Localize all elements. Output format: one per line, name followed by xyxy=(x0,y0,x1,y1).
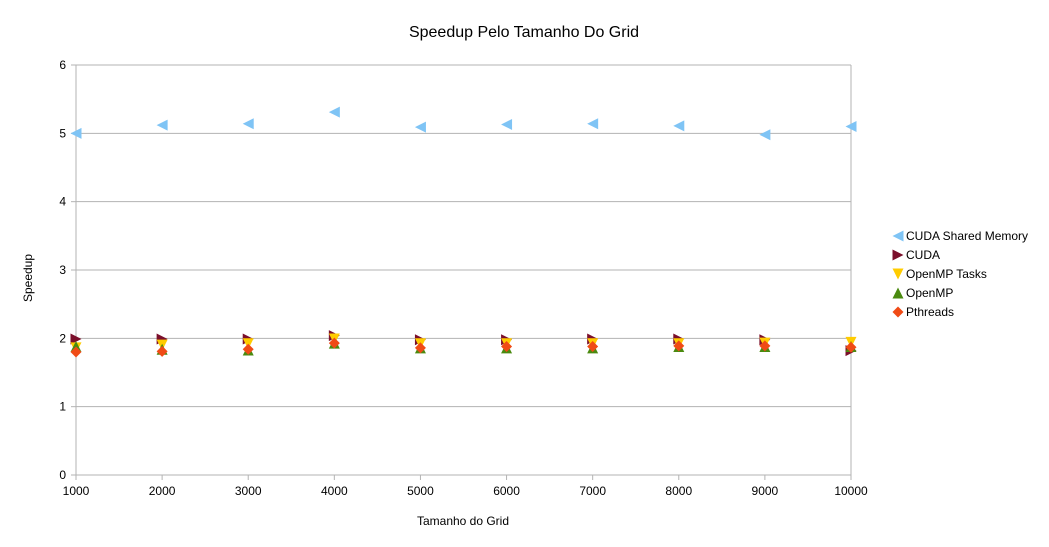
point-cuda-shared-memory xyxy=(587,118,599,130)
y-tick-label: 5 xyxy=(59,126,66,140)
point-pthreads xyxy=(587,341,599,353)
x-tick-label: 2000 xyxy=(149,484,176,498)
x-tick-label: 9000 xyxy=(752,484,779,498)
point-cuda-shared-memory xyxy=(70,127,82,139)
point-pthreads xyxy=(673,340,685,352)
x-tick-label: 5000 xyxy=(407,484,434,498)
point-cuda-shared-memory xyxy=(673,120,685,132)
legend-label-cuda-shared-memory: CUDA Shared Memory xyxy=(906,229,1028,243)
x-tick-label: 7000 xyxy=(579,484,606,498)
x-tick-label: 6000 xyxy=(493,484,520,498)
point-pthreads xyxy=(759,340,771,352)
y-tick-label: 4 xyxy=(59,195,66,209)
x-tick-label: 3000 xyxy=(235,484,262,498)
legend-marker-cuda xyxy=(892,249,904,261)
legend-marker-cuda-shared-memory xyxy=(892,230,904,242)
y-tick-labels: 0 1 2 3 4 5 6 xyxy=(59,58,66,482)
point-pthreads xyxy=(501,341,513,353)
point-cuda-shared-memory xyxy=(242,118,254,130)
x-tick-label: 8000 xyxy=(665,484,692,498)
point-cuda-shared-memory xyxy=(156,119,168,131)
y-tick-label: 3 xyxy=(59,263,66,277)
legend: CUDA Shared Memory CUDA OpenMP Tasks OpenMP… xyxy=(892,229,1028,319)
point-pthreads xyxy=(845,341,857,353)
y-tick-label: 2 xyxy=(59,331,66,345)
point-pthreads xyxy=(156,345,168,357)
legend-marker-pthreads xyxy=(892,306,904,318)
x-tick-label: 10000 xyxy=(834,484,868,498)
gridlines xyxy=(76,64,851,476)
y-tick-label: 6 xyxy=(59,58,66,72)
data-points xyxy=(70,106,857,358)
point-pthreads xyxy=(70,346,82,358)
y-axis-label: Speedup xyxy=(21,254,35,302)
x-axis-label: Tamanho do Grid xyxy=(417,514,509,528)
point-cuda-shared-memory xyxy=(845,121,857,132)
x-tick-label: 4000 xyxy=(321,484,348,498)
point-cuda-shared-memory xyxy=(759,129,771,141)
legend-marker-openmp-tasks xyxy=(892,268,904,280)
legend-label-cuda: CUDA xyxy=(906,248,940,262)
legend-marker-openmp xyxy=(892,287,904,299)
axes xyxy=(71,64,852,480)
point-pthreads xyxy=(414,342,426,354)
legend-label-openmp-tasks: OpenMP Tasks xyxy=(906,267,987,281)
point-pthreads xyxy=(328,337,340,349)
y-tick-label: 1 xyxy=(59,400,66,414)
legend-label-pthreads: Pthreads xyxy=(906,305,954,319)
point-cuda-shared-memory xyxy=(501,118,513,130)
x-tick-label: 1000 xyxy=(63,484,90,498)
chart-title: Speedup Pelo Tamanho Do Grid xyxy=(409,24,639,41)
x-tick-labels: 1000 2000 3000 4000 5000 6000 7000 8000 9000 1000… xyxy=(63,484,868,498)
legend-label-openmp: OpenMP xyxy=(906,286,953,300)
y-tick-label: 0 xyxy=(59,468,66,482)
point-pthreads xyxy=(242,343,254,355)
point-cuda xyxy=(70,333,82,345)
point-cuda-shared-memory xyxy=(328,106,340,118)
point-cuda-shared-memory xyxy=(414,121,426,133)
